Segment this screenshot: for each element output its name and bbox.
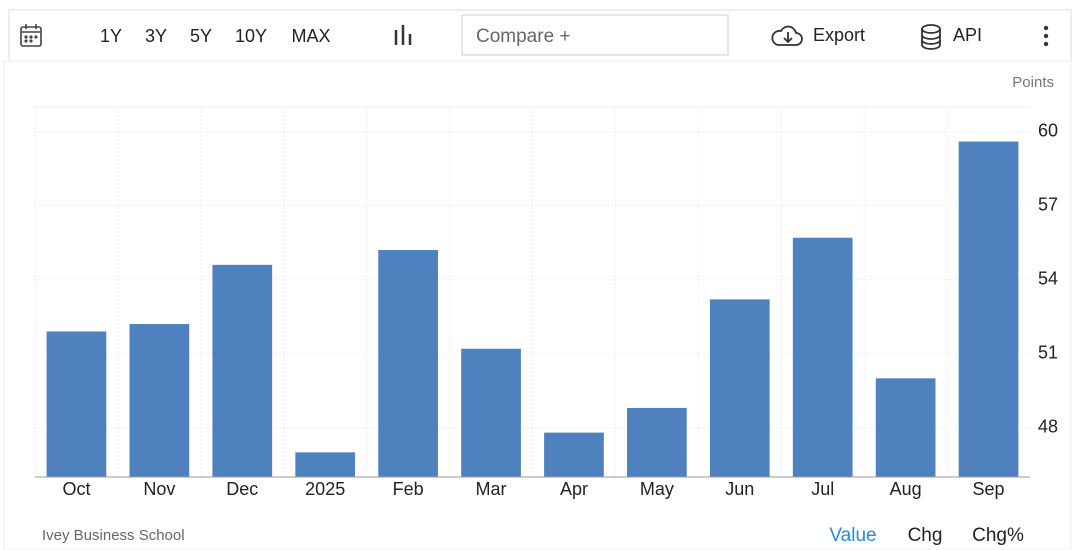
bar xyxy=(295,452,356,477)
api-icon[interactable] xyxy=(921,24,941,50)
tab-chg[interactable]: Chg xyxy=(908,525,943,546)
export-button[interactable]: Export xyxy=(813,25,865,45)
bar xyxy=(792,237,853,477)
x-tick-label: Apr xyxy=(560,479,588,499)
range-button[interactable]: 5Y xyxy=(190,26,212,46)
x-tick-label: Feb xyxy=(393,479,424,499)
bar xyxy=(129,324,190,477)
chart-type-icon[interactable] xyxy=(394,25,412,45)
range-button[interactable]: 1Y xyxy=(100,26,122,46)
bar xyxy=(875,378,936,477)
x-tick-label: Jun xyxy=(725,479,754,499)
bar xyxy=(378,250,438,477)
y-tick-label: 51 xyxy=(1038,342,1058,362)
bar xyxy=(461,348,521,477)
bar xyxy=(709,299,770,477)
compare-input[interactable] xyxy=(461,14,729,56)
range-button[interactable]: MAX xyxy=(291,26,330,46)
bar xyxy=(627,407,687,477)
tab-chg-pct[interactable]: Chg% xyxy=(972,525,1024,546)
more-menu[interactable] xyxy=(1043,25,1049,47)
bar xyxy=(46,331,107,477)
x-tick-label: Jul xyxy=(811,479,834,499)
y-tick-label: 48 xyxy=(1038,416,1058,436)
x-tick-label: May xyxy=(640,479,674,499)
bar xyxy=(544,432,604,477)
range-button[interactable]: 10Y xyxy=(235,26,267,46)
x-tick-label: Mar xyxy=(476,479,507,499)
x-tick-label: Dec xyxy=(226,479,258,499)
x-tick-label: 2025 xyxy=(305,479,345,499)
x-tick-label: Oct xyxy=(62,479,90,499)
compare-placeholder[interactable]: Compare + xyxy=(476,26,571,47)
y-tick-label: 54 xyxy=(1038,268,1058,288)
source-label: Ivey Business School xyxy=(42,527,185,544)
y-tick-label: 57 xyxy=(1038,194,1058,214)
x-tick-label: Sep xyxy=(973,479,1005,499)
calendar-icon[interactable] xyxy=(20,24,42,47)
bar xyxy=(958,141,1019,478)
tab-value[interactable]: Value xyxy=(829,525,876,546)
unit-label: Points xyxy=(1012,74,1054,91)
api-button[interactable]: API xyxy=(953,25,982,45)
x-tick-label: Aug xyxy=(890,479,922,499)
export-icon[interactable] xyxy=(771,25,803,46)
bar xyxy=(212,264,273,477)
x-tick-label: Nov xyxy=(143,479,175,499)
y-tick-label: 60 xyxy=(1038,120,1058,140)
range-button[interactable]: 3Y xyxy=(145,26,167,46)
